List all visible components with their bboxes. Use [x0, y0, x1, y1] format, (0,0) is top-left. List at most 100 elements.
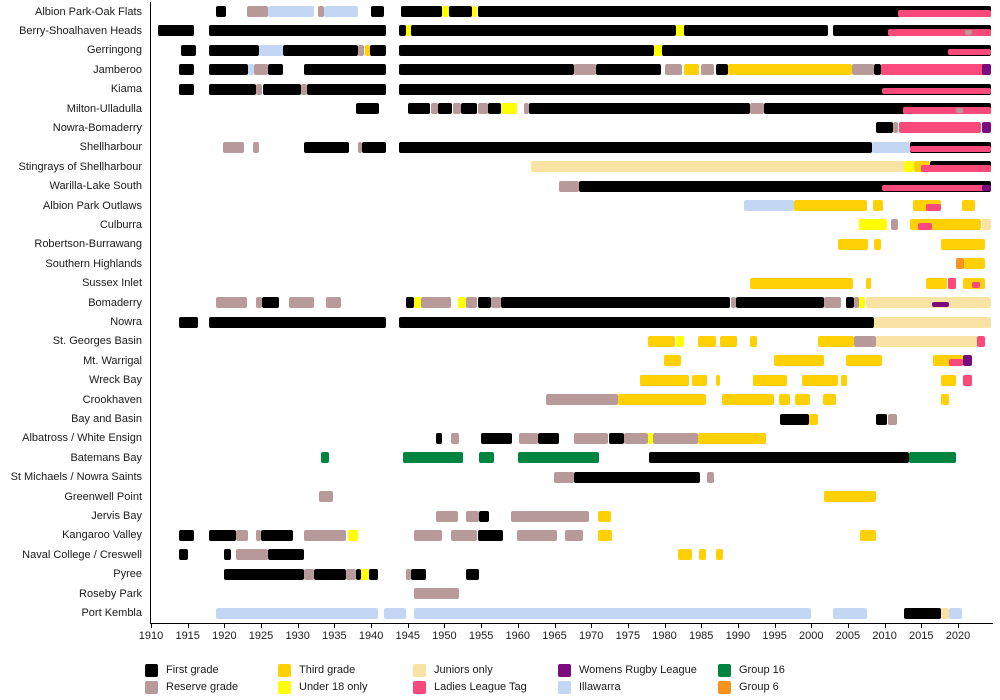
segment-bar-u18 [858, 219, 888, 231]
segment-bar-rg [852, 64, 874, 76]
segment-bar-fg [465, 568, 479, 580]
segment-bar-rg [300, 83, 307, 95]
legend-swatch-g16 [718, 664, 731, 677]
segment-bar-tg [823, 394, 836, 406]
segment-bar-fg [261, 297, 280, 309]
segment-bar-fg [845, 297, 854, 309]
segment-bar-fg [411, 568, 427, 580]
segment-bar-tg [597, 529, 613, 541]
segment-bar-fg [303, 141, 350, 153]
row-label: Bomaderry [88, 296, 142, 309]
segment-bar-fg [903, 607, 942, 619]
row-label: Milton-Ulladulla [66, 102, 142, 115]
row-label: Kiama [110, 83, 142, 96]
segment-bar-llt [882, 184, 991, 192]
segment-bar-fg [303, 64, 386, 76]
segment-bar-tg [617, 394, 706, 406]
segment-bar-fg [371, 6, 385, 17]
segment-bar-rg [664, 64, 683, 76]
axis-tick-label: 2010 [872, 630, 897, 642]
segment-bar-fg [537, 432, 559, 444]
segment-bar-fg [261, 529, 293, 541]
segment-bar-rg [253, 141, 259, 153]
segment-bar-llt [926, 204, 942, 211]
segment-bar-fg [209, 316, 386, 328]
segment-bar-wrl [931, 301, 950, 308]
legend-swatch-fg [145, 664, 158, 677]
legend-label: Ladies League Tag [434, 681, 527, 693]
segment-bar-rg [750, 103, 764, 115]
segment-bar-tg [793, 200, 868, 212]
axis-tick [261, 623, 262, 628]
segment-bar-rg [573, 64, 596, 76]
segment-bar-fg [875, 413, 888, 425]
segment-bar-fg [763, 103, 991, 115]
axis-tick-label: 1945 [395, 630, 421, 642]
axis-tick [554, 623, 556, 628]
segment-bar-u18 [413, 297, 421, 309]
legend-label: Group 6 [739, 681, 779, 693]
axis-tick [701, 623, 703, 628]
segment-bar-fg [223, 568, 305, 580]
segment-bar-rg [317, 6, 325, 17]
segment-bar-wrl [981, 122, 991, 134]
segment-bar-u18 [348, 529, 358, 541]
row-label: Southern Highlands [45, 257, 142, 270]
segment-bar-rg [955, 107, 964, 114]
axis-tick-label: 1970 [578, 630, 604, 642]
segment-bar-rg [357, 141, 363, 153]
segment-bar-fg [209, 83, 256, 95]
row-label: Crookhaven [82, 393, 142, 406]
segment-bar-fg [405, 297, 414, 309]
segment-bar-fg [178, 549, 188, 561]
segment-bar-fg [662, 44, 991, 56]
segment-bar-rg [853, 297, 859, 309]
row-label: St. Georges Basin [52, 335, 142, 348]
segment-bar-rg [452, 103, 461, 115]
axis-tick-label: 2005 [835, 630, 861, 642]
row-label: Robertson-Burrawang [34, 238, 142, 251]
segment-bar-rg [247, 6, 268, 17]
segment-bar-llt [918, 223, 932, 230]
axis-tick-label: 1915 [175, 630, 200, 642]
segment-bar-fg [262, 83, 301, 95]
segment-bar-fg [399, 64, 574, 76]
segment-bar-llt [920, 165, 991, 172]
segment-bar-tg [865, 277, 871, 289]
segment-bar-ill [216, 607, 378, 619]
segment-bar-jun [875, 335, 977, 347]
legend-swatch-ill [558, 681, 571, 694]
segment-bar-rg [325, 297, 341, 309]
axis-tick [884, 623, 886, 628]
legend-label: Reserve grade [166, 681, 239, 693]
segment-bar-tg [720, 335, 738, 347]
row-label: Berry-Shoalhaven Heads [19, 24, 142, 37]
segment-bar-fg [875, 122, 894, 134]
axis-tick-label: 1930 [285, 630, 310, 642]
segment-bar-tg [597, 510, 611, 522]
axis-tick [958, 623, 959, 628]
row-label: Wreck Bay [89, 374, 142, 387]
segment-bar-fg [477, 6, 991, 17]
segment-bar-llt [947, 277, 956, 289]
axis-tick-label: 1990 [725, 630, 751, 642]
segment-bar-fg [209, 64, 248, 76]
segment-bar-fg [478, 510, 490, 522]
row-label: Mt. Warrigal [83, 354, 142, 367]
segment-bar-rg [255, 83, 263, 95]
segment-bar-tg [860, 529, 876, 541]
axis-tick [334, 623, 336, 628]
segment-bar-ill [324, 6, 358, 17]
segment-bar-rg [701, 64, 714, 76]
segment-bar-rg [319, 491, 333, 503]
axis-tick-label: 1980 [652, 630, 677, 642]
axis-tick-label: 1910 [138, 630, 164, 642]
row-label: Batemans Bay [70, 451, 142, 464]
segment-bar-ill [267, 6, 314, 17]
segment-bar-fg [370, 44, 386, 56]
segment-bar-fg [478, 297, 491, 309]
segment-bar-fg [178, 64, 195, 76]
segment-bar-rg [413, 588, 460, 600]
segment-bar-rg [255, 529, 261, 541]
segment-bar-tg [677, 549, 693, 561]
